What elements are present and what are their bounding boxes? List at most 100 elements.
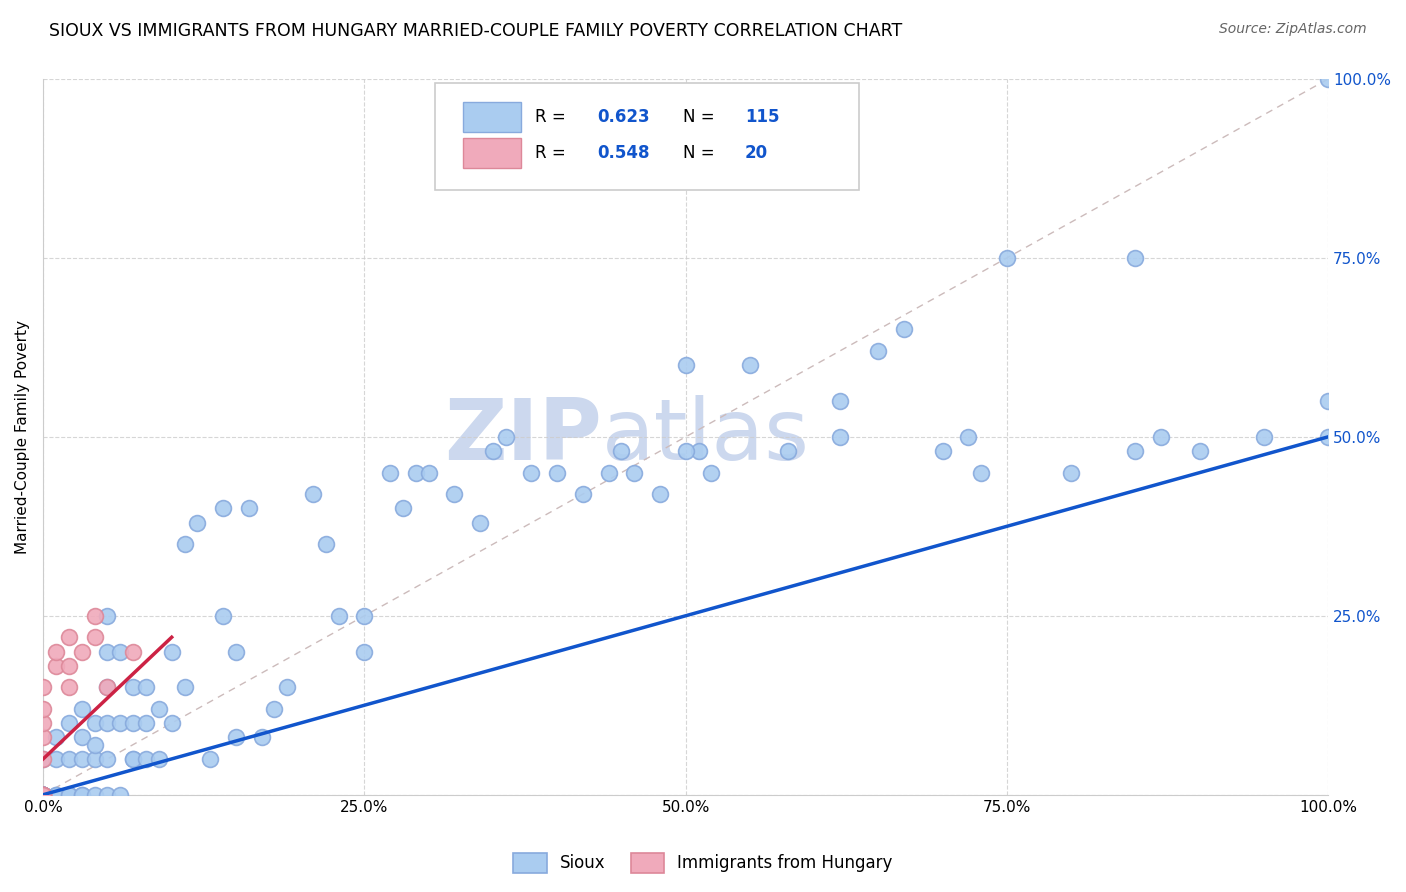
Point	[957, 430, 980, 444]
Point	[32, 681, 55, 695]
Point	[328, 608, 350, 623]
Point	[32, 788, 55, 802]
Point	[225, 731, 247, 745]
Point	[32, 788, 55, 802]
Point	[135, 681, 157, 695]
Point	[83, 738, 105, 752]
Point	[32, 788, 55, 802]
Point	[160, 716, 183, 731]
Point	[32, 788, 55, 802]
Point	[32, 788, 55, 802]
Point	[675, 358, 697, 372]
Point	[648, 487, 671, 501]
Point	[70, 788, 93, 802]
Point	[32, 788, 55, 802]
Point	[135, 752, 157, 766]
Legend: Sioux, Immigrants from Hungary: Sioux, Immigrants from Hungary	[506, 847, 900, 880]
Point	[83, 716, 105, 731]
Point	[32, 788, 55, 802]
Point	[1317, 72, 1340, 87]
Point	[96, 716, 118, 731]
Point	[212, 501, 235, 516]
Point	[96, 788, 118, 802]
Point	[32, 788, 55, 802]
Point	[45, 644, 67, 658]
Point	[70, 752, 93, 766]
Point	[468, 516, 491, 530]
Point	[225, 644, 247, 658]
Point	[58, 716, 80, 731]
Point	[32, 788, 55, 802]
Point	[520, 466, 543, 480]
Point	[70, 788, 93, 802]
Point	[173, 537, 195, 551]
Point	[688, 444, 710, 458]
Point	[32, 788, 55, 802]
Point	[32, 788, 55, 802]
Point	[212, 608, 235, 623]
Point	[378, 466, 401, 480]
Point	[302, 487, 325, 501]
Point	[353, 608, 375, 623]
Point	[546, 466, 568, 480]
Point	[32, 788, 55, 802]
Point	[58, 752, 80, 766]
Point	[173, 681, 195, 695]
Point	[1125, 251, 1147, 265]
Point	[418, 466, 440, 480]
Point	[32, 788, 55, 802]
Point	[122, 716, 145, 731]
Point	[32, 788, 55, 802]
Point	[83, 630, 105, 644]
Point	[45, 658, 67, 673]
Text: ZIP: ZIP	[444, 395, 602, 478]
Point	[32, 788, 55, 802]
Point	[148, 702, 170, 716]
Point	[58, 681, 80, 695]
Point	[32, 702, 55, 716]
Point	[135, 716, 157, 731]
Text: SIOUX VS IMMIGRANTS FROM HUNGARY MARRIED-COUPLE FAMILY POVERTY CORRELATION CHART: SIOUX VS IMMIGRANTS FROM HUNGARY MARRIED…	[49, 22, 903, 40]
Point	[700, 466, 723, 480]
Point	[315, 537, 337, 551]
Point	[96, 608, 118, 623]
Point	[110, 788, 132, 802]
Point	[32, 788, 55, 802]
Point	[70, 644, 93, 658]
Point	[392, 501, 415, 516]
Point	[96, 752, 118, 766]
Point	[970, 466, 993, 480]
Point	[623, 466, 645, 480]
Point	[1188, 444, 1211, 458]
Point	[110, 716, 132, 731]
Point	[83, 788, 105, 802]
Point	[32, 788, 55, 802]
Y-axis label: Married-Couple Family Poverty: Married-Couple Family Poverty	[15, 320, 30, 554]
Point	[32, 788, 55, 802]
Point	[32, 752, 55, 766]
Point	[45, 788, 67, 802]
Point	[276, 681, 298, 695]
Text: R =: R =	[536, 108, 571, 126]
Text: 115: 115	[745, 108, 779, 126]
Point	[482, 444, 505, 458]
Point	[738, 358, 761, 372]
FancyBboxPatch shape	[434, 83, 859, 190]
Text: 0.623: 0.623	[598, 108, 650, 126]
Point	[58, 658, 80, 673]
Point	[122, 681, 145, 695]
Point	[96, 644, 118, 658]
Point	[96, 681, 118, 695]
Point	[250, 731, 273, 745]
Point	[32, 788, 55, 802]
Point	[96, 681, 118, 695]
Point	[58, 788, 80, 802]
Point	[32, 788, 55, 802]
FancyBboxPatch shape	[464, 102, 522, 132]
Point	[675, 444, 697, 458]
Point	[778, 444, 800, 458]
Point	[32, 788, 55, 802]
Point	[58, 630, 80, 644]
Point	[58, 788, 80, 802]
Point	[45, 752, 67, 766]
